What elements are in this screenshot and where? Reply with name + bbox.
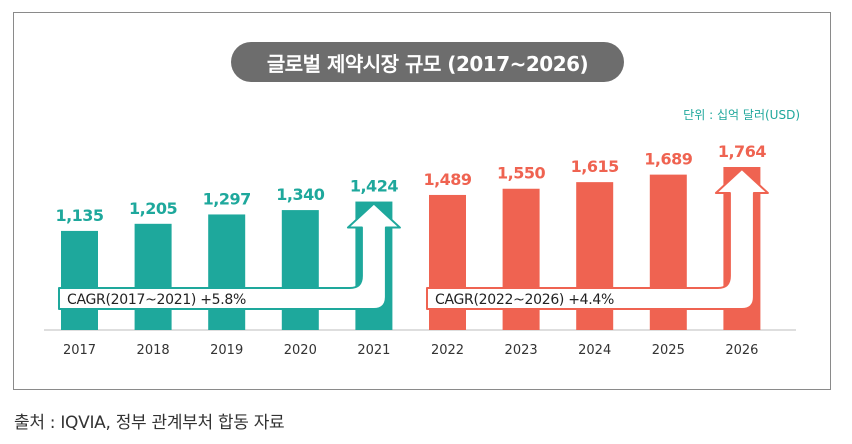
tick-label-2024: 2024 xyxy=(578,343,611,358)
tick-label-2020: 2020 xyxy=(284,343,317,358)
tick-label-2017: 2017 xyxy=(63,343,96,358)
tick-label-2019: 2019 xyxy=(210,343,243,358)
tick-label-2018: 2018 xyxy=(137,343,170,358)
value-label-2020: 1,340 xyxy=(276,185,324,204)
cagr-label-1: CAGR(2017~2021) +5.8% xyxy=(67,292,246,308)
tick-label-2023: 2023 xyxy=(505,343,538,358)
value-label-2018: 1,205 xyxy=(129,199,177,218)
value-label-2026: 1,764 xyxy=(718,142,766,161)
tick-label-2022: 2022 xyxy=(431,343,464,358)
tick-label-2025: 2025 xyxy=(652,343,685,358)
chart-title: 글로벌 제약시장 규모 (2017~2026) xyxy=(231,42,624,82)
bar-2019 xyxy=(208,214,246,330)
bar-2017 xyxy=(61,230,98,330)
value-label-2022: 1,489 xyxy=(423,170,471,189)
tick-label-2026: 2026 xyxy=(725,343,758,358)
cagr-arrow-2 xyxy=(426,168,769,310)
value-label-2021: 1,424 xyxy=(350,177,398,196)
value-label-2024: 1,615 xyxy=(571,157,619,176)
bar-2018 xyxy=(134,223,172,330)
cagr-arrow-1 xyxy=(58,202,401,310)
cagr-label-2: CAGR(2022~2026) +4.4% xyxy=(435,292,614,308)
tick-label-2021: 2021 xyxy=(357,343,390,358)
bar-2020 xyxy=(281,210,319,330)
value-label-2017: 1,135 xyxy=(55,206,103,225)
value-label-2023: 1,550 xyxy=(497,164,545,183)
unit-label: 단위 : 십억 달러(USD) xyxy=(683,108,800,122)
value-label-2019: 1,297 xyxy=(203,189,251,208)
source-note: 출처 : IQVIA, 정부 관계부처 합동 자료 xyxy=(14,413,285,433)
value-label-2025: 1,689 xyxy=(644,150,692,169)
